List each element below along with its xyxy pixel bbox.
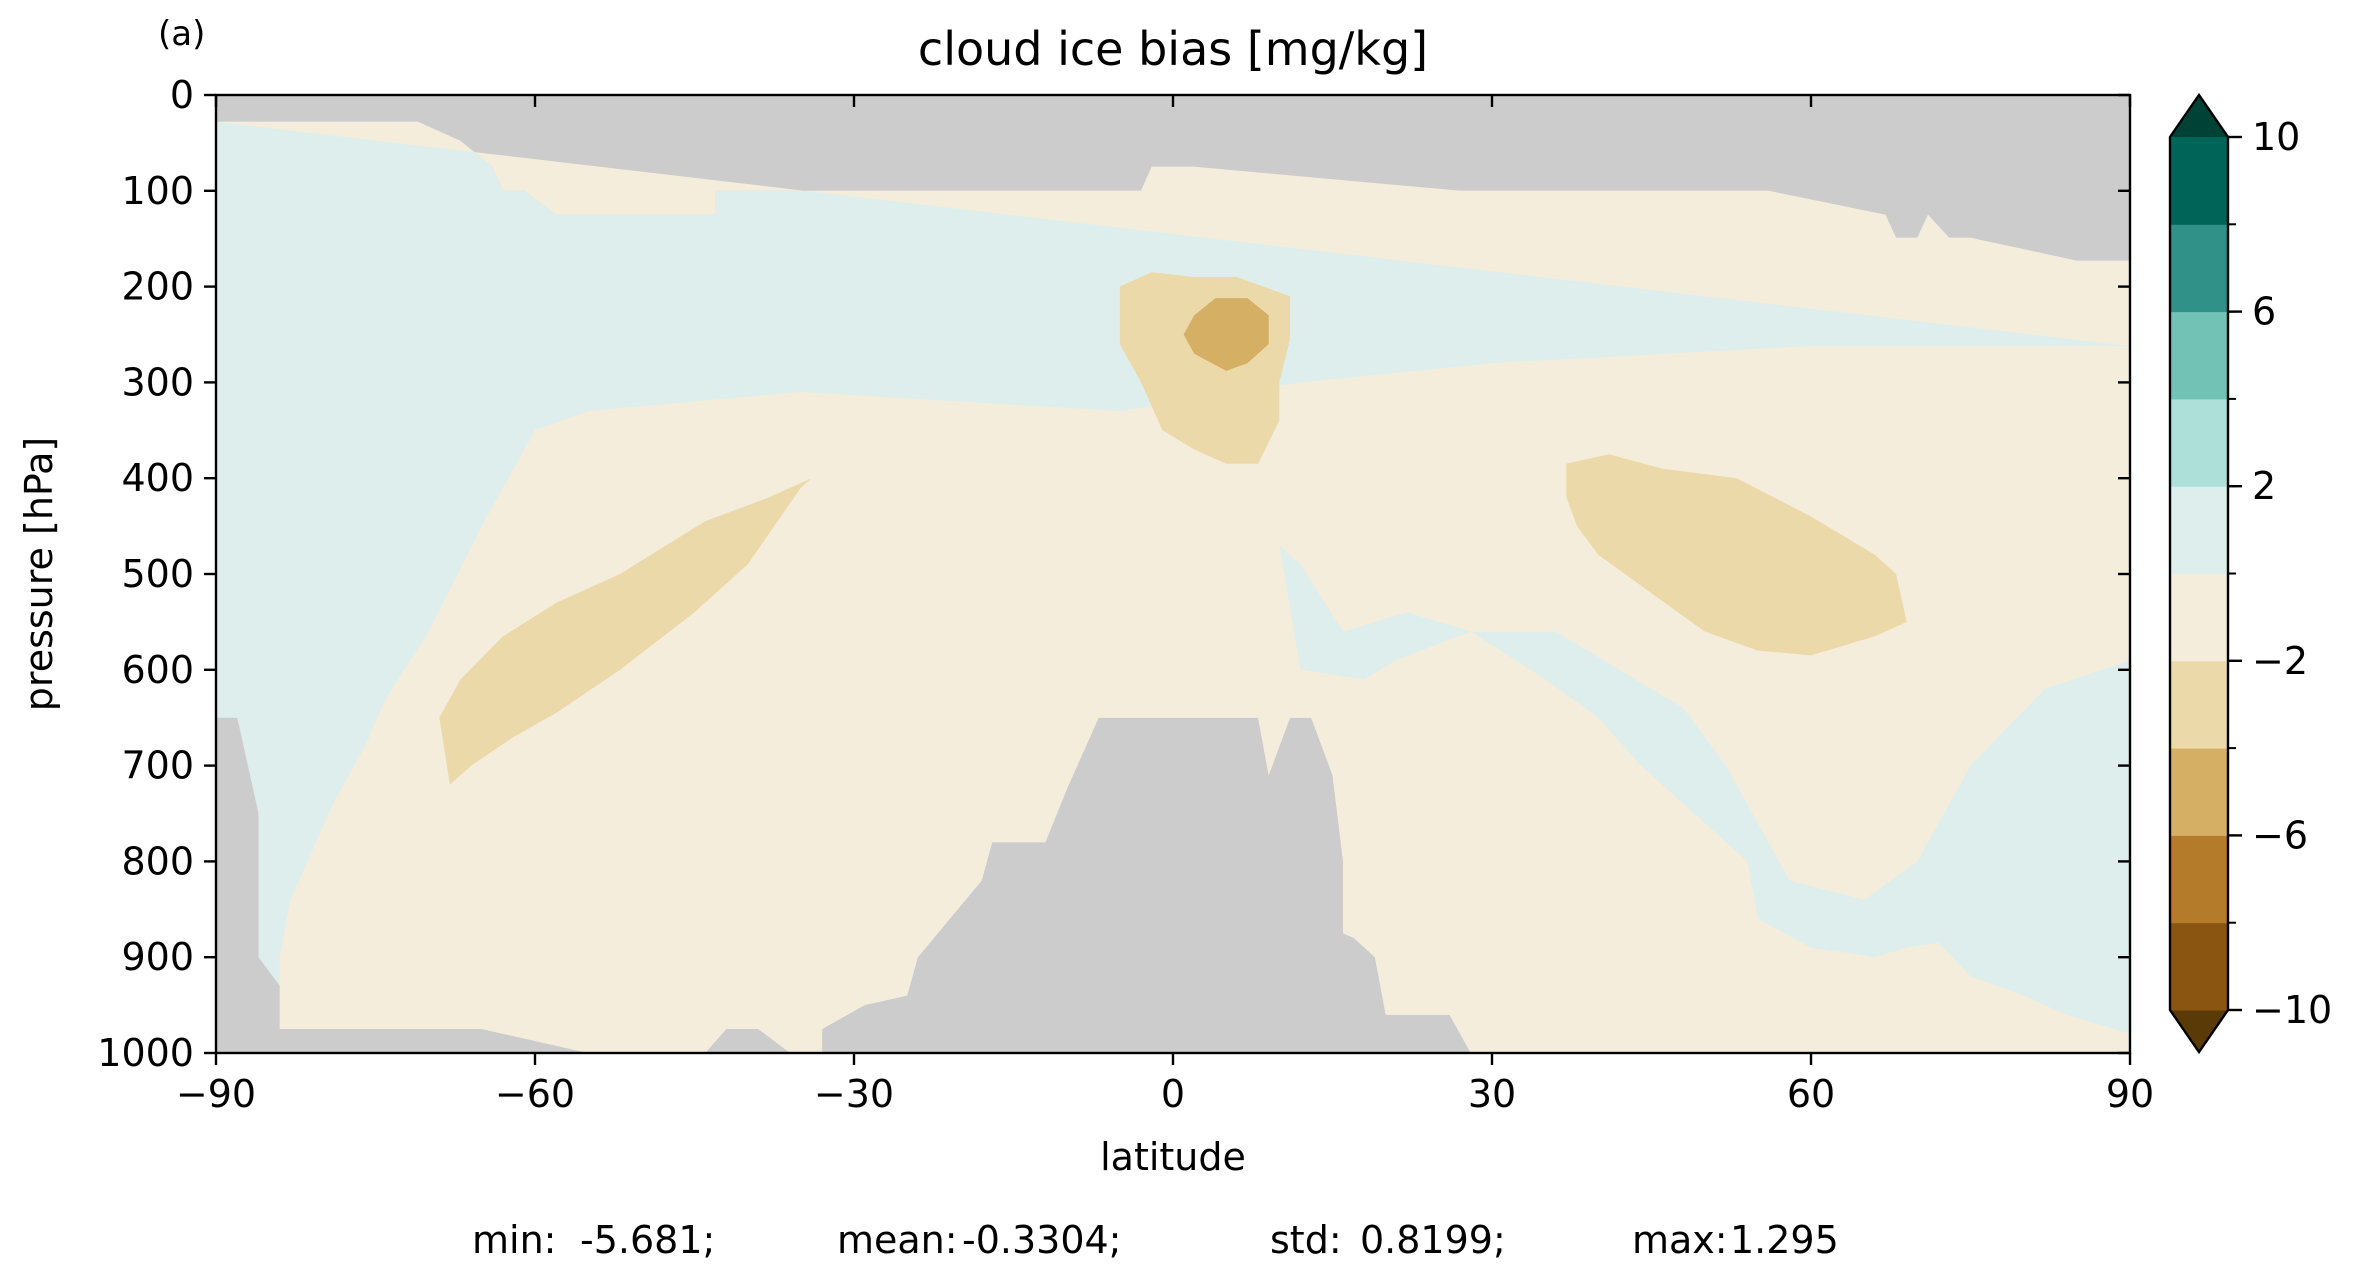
x-axis-label: latitude xyxy=(1100,1135,1246,1179)
y-tick-label: 800 xyxy=(121,839,194,883)
region-no-data-bottom-mid xyxy=(705,717,1471,1053)
y-tick-label: 700 xyxy=(121,744,194,788)
y-tick-label: 900 xyxy=(121,935,194,979)
y-tick-label: 200 xyxy=(121,265,194,309)
colorbar-segment xyxy=(2170,137,2228,225)
y-axis-ticks: 0 100 200 300 400 500 600 700 800 900 1000 xyxy=(97,73,2130,1075)
chart-title: cloud ice bias [mg/kg] xyxy=(918,22,1428,76)
stat-mean-label: mean: xyxy=(837,1218,958,1262)
colorbar: 10 6 2 −2 −6 −10 xyxy=(2168,92,2332,1055)
x-axis-ticks: −90 −60 −30 0 30 60 90 xyxy=(176,95,2154,1116)
colorbar-segment xyxy=(2170,573,2228,662)
colorbar-segment xyxy=(2170,486,2228,574)
y-tick-label: 0 xyxy=(170,73,194,117)
colorbar-extend-bottom xyxy=(2170,1010,2228,1052)
x-tick-label: 0 xyxy=(1161,1072,1185,1116)
colorbar-tick-label: −2 xyxy=(2252,639,2308,683)
colorbar-segment xyxy=(2170,835,2228,924)
region-no-data-top xyxy=(216,95,2130,261)
contour-regions xyxy=(216,95,2130,1054)
stat-max-value: 1.295 xyxy=(1730,1218,1839,1262)
region-negative-sh-midlevel xyxy=(439,478,812,785)
y-tick-label: 500 xyxy=(121,552,194,596)
colorbar-segment xyxy=(2170,224,2228,313)
stat-mean-value: -0.3304; xyxy=(962,1218,1121,1262)
stat-min-label: min: xyxy=(472,1218,556,1262)
colorbar-tick-label: −6 xyxy=(2252,813,2308,857)
colorbar-extend-top xyxy=(2170,95,2228,137)
statistics-line: min: -5.681; mean: -0.3304; std: 0.8199;… xyxy=(472,1218,1839,1262)
region-no-data-bottom-left xyxy=(216,717,589,1053)
colorbar-segment xyxy=(2170,398,2228,487)
colorbar-segment xyxy=(2170,311,2228,400)
panel-label: (a) xyxy=(158,14,205,54)
colorbar-segment xyxy=(2170,660,2228,749)
region-negative-band-outer xyxy=(216,121,2130,1054)
region-negative-nh-midlevel xyxy=(1566,454,1907,656)
colorbar-tick-label: 10 xyxy=(2252,115,2300,159)
x-tick-label: 90 xyxy=(2106,1072,2154,1116)
region-negative-tropical-core xyxy=(1183,298,1269,371)
x-tick-label: −60 xyxy=(495,1072,575,1116)
stat-std-label: std: xyxy=(1270,1218,1342,1262)
x-tick-label: 60 xyxy=(1787,1072,1835,1116)
y-tick-label: 400 xyxy=(121,456,194,500)
colorbar-segment xyxy=(2170,922,2228,1011)
x-tick-label: −90 xyxy=(176,1072,256,1116)
stat-min-value: -5.681; xyxy=(580,1218,715,1262)
x-tick-label: 30 xyxy=(1468,1072,1516,1116)
y-tick-label: 1000 xyxy=(97,1031,194,1075)
y-axis-label: pressure [hPa] xyxy=(17,437,61,711)
y-tick-label: 100 xyxy=(121,169,194,213)
x-tick-label: −30 xyxy=(814,1072,894,1116)
y-tick-label: 300 xyxy=(121,360,194,404)
stat-std-value: 0.8199; xyxy=(1360,1218,1506,1262)
y-tick-label: 600 xyxy=(121,648,194,692)
colorbar-tick-label: 2 xyxy=(2252,464,2276,508)
colorbar-tick-label: 6 xyxy=(2252,290,2276,334)
colorbar-tick-label: −10 xyxy=(2252,988,2332,1032)
colorbar-segment xyxy=(2170,748,2228,836)
stat-max-label: max: xyxy=(1632,1218,1728,1262)
